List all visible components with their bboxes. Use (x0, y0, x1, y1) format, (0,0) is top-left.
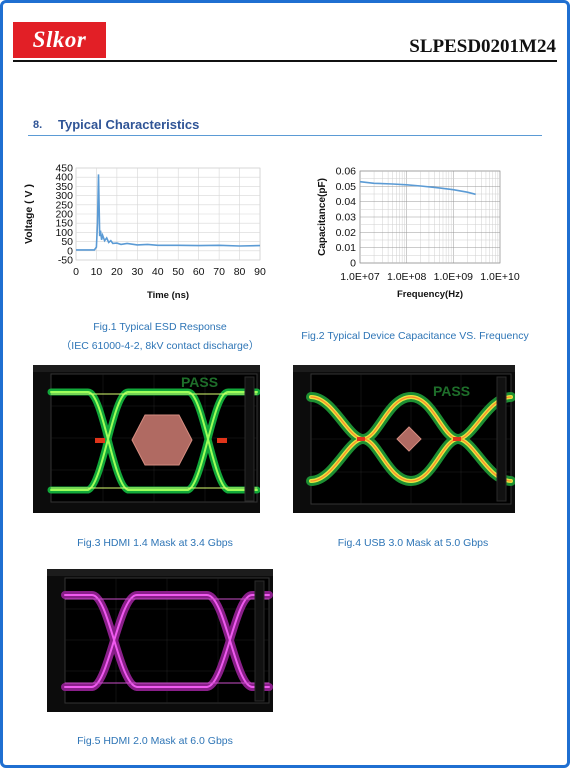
esd-series-line (76, 174, 261, 251)
capacitance-series-line (359, 180, 476, 196)
section-divider (28, 135, 542, 136)
pass-label: PASS (181, 374, 218, 390)
y-tick-label: 250 (55, 199, 73, 211)
header-divider (13, 60, 557, 62)
y-tick-label: 450 (55, 163, 73, 175)
y-tick-label: 0.03 (336, 212, 357, 224)
brand-logo: Slkor (13, 22, 106, 58)
x-tick-label: 1.0E+08 (387, 271, 427, 283)
y-tick-label: 0.06 (336, 166, 357, 178)
x-tick-label: 60 (193, 266, 205, 278)
y-tick-label: 150 (55, 218, 73, 230)
x-tick-label: 10 (91, 266, 103, 278)
y-tick-label: 300 (55, 190, 73, 202)
y-tick-label: 0.05 (336, 181, 357, 193)
x-tick-label: 1.0E+10 (480, 271, 520, 283)
fig5-caption: Fig.5 HDMI 2.0 Mask at 6.0 Gbps (77, 735, 233, 747)
y-tick-label: 0.02 (336, 227, 357, 239)
x-tick-label: 40 (152, 266, 164, 278)
x-tick-label: 0 (73, 266, 79, 278)
x-tick-label: 90 (254, 266, 266, 278)
x-tick-label: 70 (213, 266, 225, 278)
x-axis-label: Time (ns) (147, 290, 189, 301)
usb30-eye-diagram: PASS (293, 365, 515, 513)
x-tick-label: 50 (172, 266, 184, 278)
x-tick-label: 80 (234, 266, 246, 278)
y-tick-label: 400 (55, 172, 73, 184)
fig1-caption-line2: （IEC 61000-4-2, 8kV contact discharge） (60, 340, 260, 352)
y-tick-label: 0 (350, 258, 356, 270)
fig2-caption: Fig.2 Typical Device Capacitance VS. Fre… (301, 330, 529, 342)
y-tick-label: 200 (55, 209, 73, 221)
y-tick-label: 0 (67, 245, 73, 257)
y-tick-label: 350 (55, 181, 73, 193)
fig4-caption: Fig.4 USB 3.0 Mask at 5.0 Gbps (337, 537, 489, 549)
x-tick-label: 30 (131, 266, 143, 278)
y-tick-label: 0.01 (336, 242, 357, 254)
x-tick-label: 1.0E+07 (340, 271, 380, 283)
y-tick-label: -50 (58, 255, 73, 267)
x-axis-label: Frequency(Hz) (397, 289, 463, 300)
section-title: Typical Characteristics (58, 117, 200, 132)
section-number: 8. (33, 119, 43, 131)
y-tick-label: 0.04 (336, 196, 357, 208)
fig3-caption: Fig.3 HDMI 1.4 Mask at 3.4 Gbps (77, 537, 233, 549)
x-tick-label: 20 (111, 266, 123, 278)
capacitance-chart: 0 0.01 0.02 0.03 0.04 0.05 0.06 1.0E+07 1.0E+08 1… (317, 166, 520, 301)
part-number-title: SLPESD0201M24 (409, 36, 556, 57)
pass-label: PASS (433, 383, 470, 399)
y-axis-label: Capacitance(pF) (317, 178, 328, 256)
hdmi20-eye-diagram (47, 569, 273, 712)
x-tick-label: 1.0E+09 (434, 271, 474, 283)
hdmi14-eye-diagram: PASS (33, 365, 260, 513)
fig1-caption-line1: Fig.1 Typical ESD Response (93, 321, 227, 333)
y-tick-label: 100 (55, 227, 73, 239)
y-axis-label: Voltage ( V ) (23, 184, 35, 244)
logo-text: Slkor (32, 27, 87, 52)
y-tick-label: 50 (61, 236, 73, 248)
